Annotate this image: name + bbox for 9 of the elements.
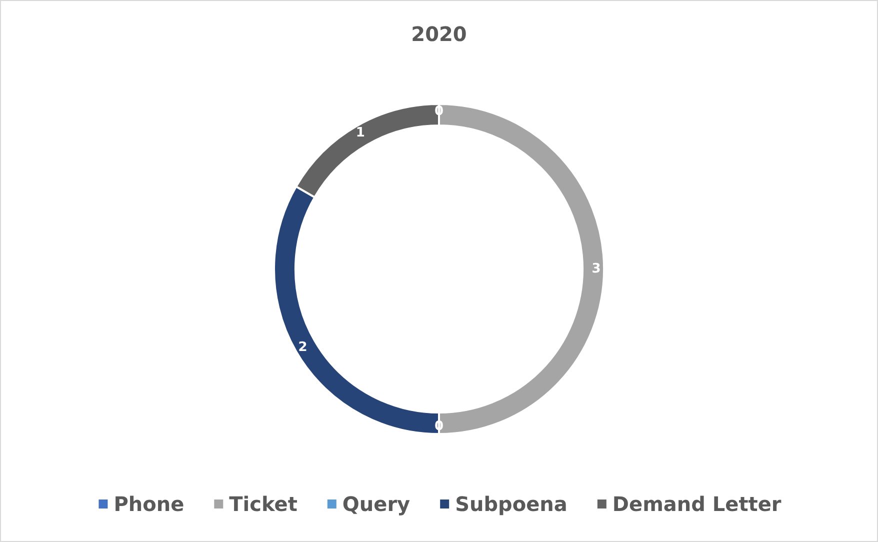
data-label: 3 [592,262,601,276]
legend-label: Ticket [229,492,298,516]
legend-label: Subpoena [455,492,568,516]
data-label: 2 [298,340,308,356]
legend-label: Phone [114,492,184,516]
legend-label: Query [342,492,410,516]
chart-title: 2020 [411,22,467,46]
data-label: 1 [356,125,365,140]
legend-label: Demand Letter [612,492,782,516]
